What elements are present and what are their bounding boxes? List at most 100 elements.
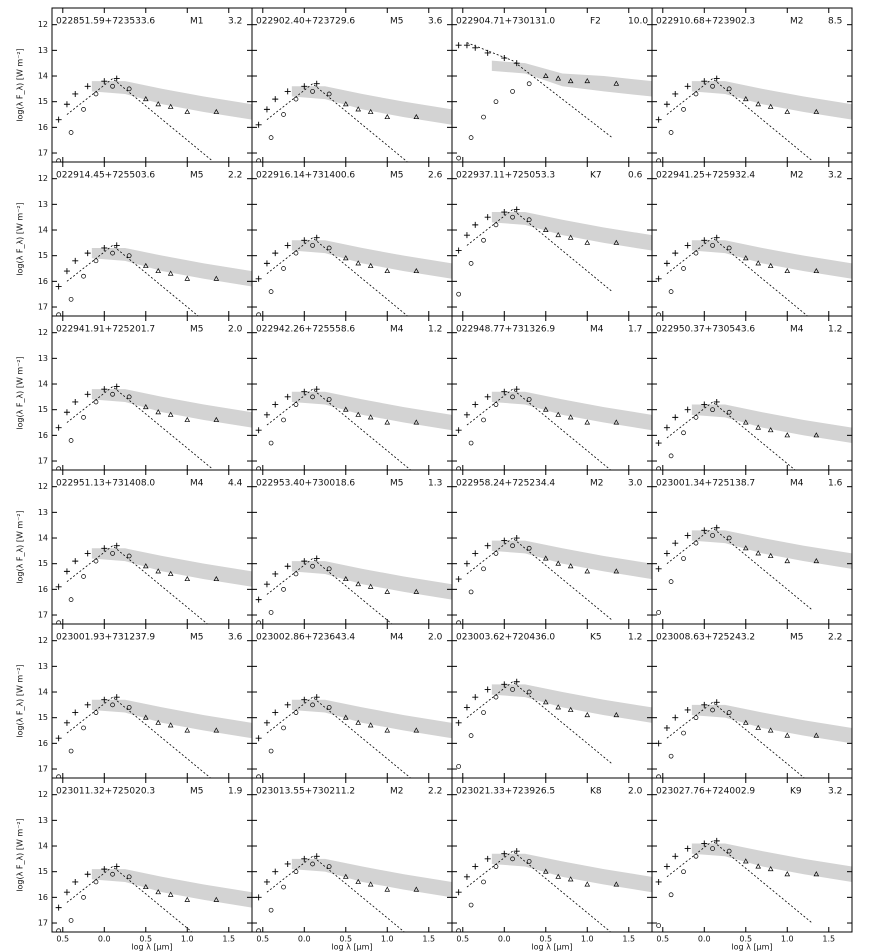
triangle-marker bbox=[342, 255, 349, 261]
panel-title: 023011.32+725020.3 bbox=[56, 787, 155, 797]
triangle-marker bbox=[142, 403, 149, 410]
y-tick-label: 16 bbox=[38, 431, 48, 440]
triangle-marker bbox=[542, 699, 549, 705]
y-tick-label: 14 bbox=[38, 688, 48, 697]
circle-marker bbox=[468, 733, 474, 739]
circle-marker bbox=[281, 725, 286, 731]
circle-marker bbox=[310, 861, 315, 867]
triangle-marker bbox=[167, 270, 174, 276]
circle-marker bbox=[326, 91, 332, 97]
median-band bbox=[491, 540, 652, 580]
plot-area bbox=[255, 80, 452, 162]
triangle-marker bbox=[355, 411, 362, 417]
circle-marker bbox=[456, 466, 461, 470]
plus-marker bbox=[701, 840, 708, 847]
circle-marker bbox=[656, 610, 661, 615]
panel-note: 2.0 bbox=[628, 787, 643, 797]
plus-marker bbox=[313, 80, 320, 87]
circle-marker bbox=[310, 89, 315, 94]
circle-marker bbox=[93, 258, 99, 264]
spectral-type: M2 bbox=[590, 479, 604, 489]
y-tick-label: 12 bbox=[38, 482, 48, 491]
triangle-marker bbox=[555, 560, 562, 566]
plus-marker bbox=[301, 237, 308, 244]
circle-marker bbox=[456, 620, 461, 624]
circle-marker bbox=[481, 114, 486, 120]
circle-marker bbox=[256, 312, 261, 316]
panel: 022916.14+731400.6 M5 2.6 bbox=[251, 161, 453, 317]
triangle-marker bbox=[767, 103, 774, 109]
circle-marker bbox=[468, 589, 474, 595]
y-tick-label: 16 bbox=[38, 739, 48, 748]
plus-marker bbox=[472, 550, 479, 557]
panel: 023002.86+723643.4 M4 2.0 bbox=[251, 623, 453, 779]
plus-marker bbox=[113, 542, 120, 549]
panel-title: 022851.59+723533.6 bbox=[56, 17, 155, 27]
triangle-marker bbox=[584, 568, 591, 574]
y-axis-label: log(λ F_λ) [W m⁻²] bbox=[16, 48, 25, 122]
triangle-marker bbox=[613, 568, 620, 574]
triangle-marker bbox=[813, 267, 820, 274]
plus-marker bbox=[101, 244, 108, 251]
x-tick-label: 0.5 bbox=[339, 935, 352, 944]
spectral-type: M5 bbox=[190, 325, 204, 335]
plus-marker bbox=[463, 560, 470, 567]
triangle-marker bbox=[742, 858, 749, 864]
plus-marker bbox=[263, 260, 270, 267]
circle-marker bbox=[481, 237, 486, 243]
panel-frame bbox=[51, 623, 253, 779]
circle-marker bbox=[281, 586, 286, 592]
plus-marker bbox=[672, 714, 679, 721]
triangle-marker bbox=[384, 588, 391, 594]
photosphere-line bbox=[466, 388, 612, 470]
plot-area bbox=[55, 75, 252, 162]
circle-marker bbox=[268, 289, 274, 294]
plus-marker bbox=[672, 853, 679, 860]
circle-marker bbox=[456, 155, 461, 161]
panel-note: 1.3 bbox=[428, 479, 442, 489]
triangle-marker bbox=[584, 881, 591, 887]
plus-marker bbox=[255, 596, 262, 603]
plus-marker bbox=[313, 555, 320, 562]
circle-marker bbox=[526, 217, 532, 223]
photosphere-line bbox=[66, 78, 213, 162]
spectral-type: M5 bbox=[190, 787, 204, 797]
photosphere-line bbox=[266, 237, 409, 316]
circle-marker bbox=[56, 620, 61, 624]
panel-note: 1.2 bbox=[628, 633, 642, 643]
plus-marker bbox=[101, 545, 108, 552]
plot-area bbox=[55, 694, 252, 778]
panel-note: 2.2 bbox=[228, 171, 242, 181]
panel: 0.5 0.0 0.5 1.0 1.5 023027.76+724002.9 K9 3.2 lo… bbox=[651, 777, 853, 951]
circle-marker bbox=[681, 266, 686, 271]
panel-frame bbox=[651, 315, 853, 471]
circle-marker bbox=[681, 107, 686, 112]
y-tick-label: 17 bbox=[38, 611, 48, 620]
circle-marker bbox=[693, 853, 699, 859]
y-tick-label: 14 bbox=[38, 534, 48, 543]
plus-marker bbox=[301, 855, 308, 862]
photosphere-line bbox=[466, 681, 613, 765]
circle-marker bbox=[81, 415, 86, 420]
triangle-marker bbox=[555, 873, 562, 879]
circle-marker bbox=[81, 574, 86, 579]
circle-marker bbox=[681, 869, 686, 875]
triangle-marker bbox=[367, 414, 374, 420]
circle-marker bbox=[693, 91, 699, 97]
panel-note: 2.2 bbox=[828, 633, 842, 643]
plus-marker bbox=[255, 735, 262, 742]
spectral-type: M5 bbox=[190, 171, 204, 181]
plus-marker bbox=[101, 866, 108, 873]
plus-marker bbox=[55, 583, 62, 590]
panel-frame bbox=[251, 777, 453, 933]
triangle-marker bbox=[613, 239, 620, 245]
plot-area bbox=[455, 535, 652, 624]
circle-marker bbox=[681, 730, 686, 736]
plus-marker bbox=[484, 49, 491, 56]
plot-area bbox=[455, 678, 652, 769]
triangle-marker bbox=[784, 267, 791, 274]
spectral-type: M4 bbox=[590, 325, 604, 335]
x-axis-label: log λ [µm] bbox=[131, 943, 172, 951]
triangle-marker bbox=[367, 881, 374, 887]
plus-marker bbox=[84, 250, 91, 257]
